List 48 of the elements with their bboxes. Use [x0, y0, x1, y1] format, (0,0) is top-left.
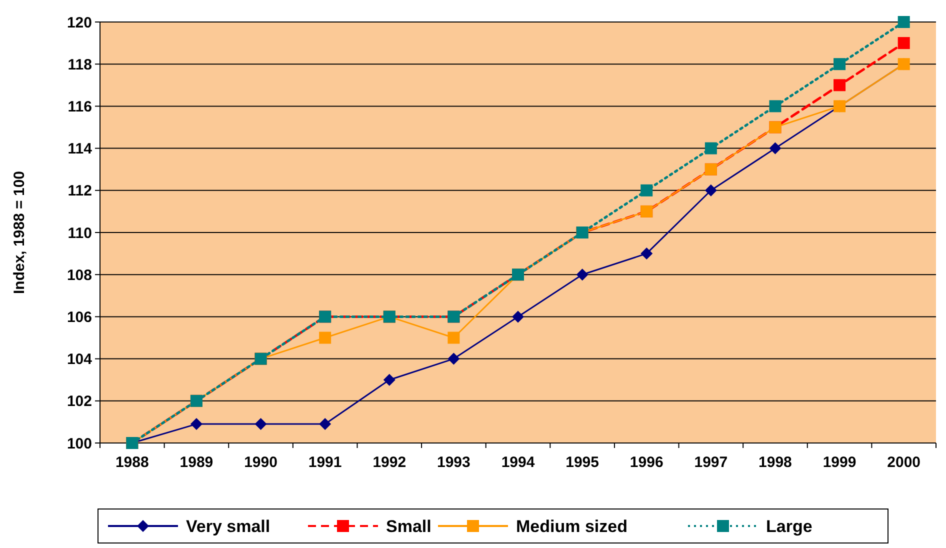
point [898, 37, 910, 50]
x-tick-label: 2000 [887, 454, 921, 471]
legend-label: Medium sized [516, 516, 628, 536]
y-tick-label: 116 [68, 98, 92, 116]
x-tick-label: 1994 [501, 454, 536, 471]
x-tick-label: 1996 [630, 454, 664, 471]
y-tick-label: 114 [68, 140, 93, 158]
x-tick-label: 1995 [566, 454, 599, 471]
point [704, 184, 717, 196]
point [834, 79, 846, 92]
y-tick-label: 108 [66, 266, 92, 284]
y-tick-label: 110 [68, 224, 92, 242]
point [448, 332, 460, 344]
point [254, 418, 267, 430]
legend-label: Large [766, 516, 812, 536]
point [576, 268, 588, 281]
x-tick-label: 1993 [437, 454, 470, 471]
point [190, 418, 202, 430]
point [834, 58, 846, 70]
x-tick-label: 1992 [372, 454, 406, 471]
y-tick-label: 120 [66, 14, 92, 32]
point [319, 418, 332, 430]
x-tick-label: 1990 [244, 454, 278, 471]
x-tick-label: 1997 [694, 454, 728, 471]
point [704, 142, 717, 154]
legend-label: Small [386, 516, 432, 536]
y-tick-label: 104 [66, 351, 93, 368]
point [383, 374, 396, 386]
point [898, 16, 910, 28]
x-tick-label: 1989 [180, 454, 214, 471]
point [769, 100, 782, 112]
y-tick-label: 100 [66, 435, 92, 452]
y-tick-label: 112 [68, 182, 92, 200]
point [640, 184, 653, 196]
x-tick-label: 1998 [758, 454, 792, 471]
point [512, 310, 524, 323]
point [640, 248, 653, 260]
point [448, 352, 460, 365]
y-tick-label: 118 [68, 56, 92, 74]
y-tick-label: 106 [66, 308, 92, 326]
point [319, 332, 332, 344]
y-axis-title: Index, 1988 = 100 [11, 170, 28, 294]
x-tick-label: 1988 [115, 454, 149, 471]
legend-label: Very small [186, 516, 270, 536]
x-tick-label: 1991 [308, 454, 342, 471]
y-tick-label: 102 [66, 393, 92, 410]
point [769, 142, 782, 154]
x-tick-label: 1999 [822, 454, 856, 471]
